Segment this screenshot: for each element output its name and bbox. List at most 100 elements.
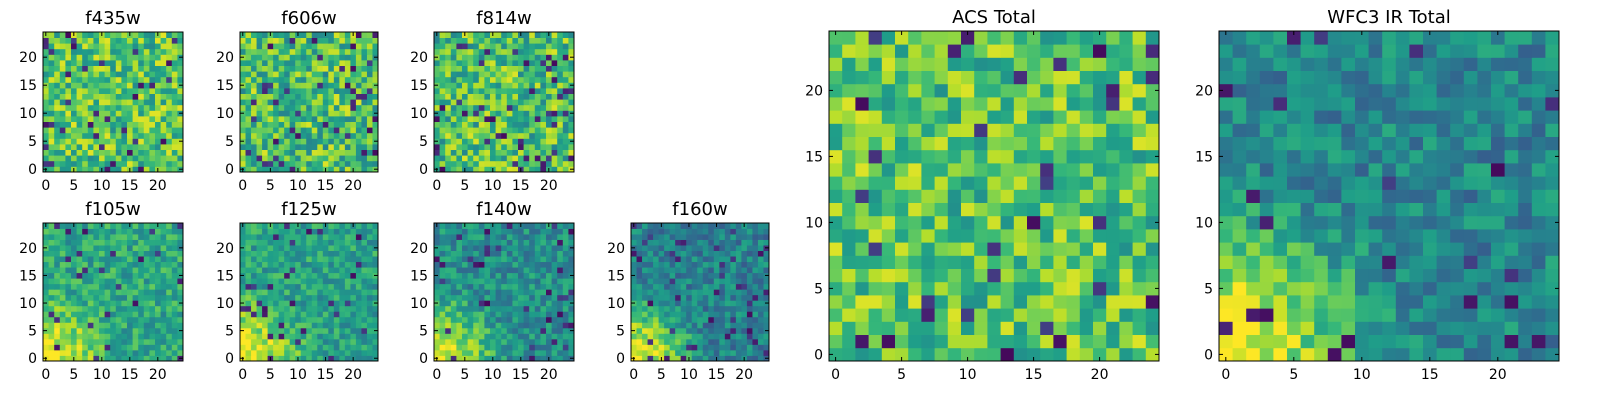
heatmap-cell [562,300,569,307]
heatmap-cell [177,99,184,106]
heatmap-cell [642,344,648,351]
heatmap-cell [328,166,335,173]
heatmap-cell [177,322,184,329]
heatmap-cell [160,110,167,117]
x-tick-label: 20 [149,178,167,194]
heatmap-cell [344,294,351,301]
heatmap-cell [495,278,502,285]
heatmap-cell [82,344,89,351]
heatmap-cell [350,65,357,72]
heatmap-cell [155,256,161,263]
heatmap-cell [54,138,61,145]
x-tick-label: 0 [629,367,638,383]
heatmap-cell [289,327,296,334]
heatmap-cell [551,149,558,156]
heatmap-cell [99,300,105,307]
heatmap-cell [636,234,643,240]
heatmap-cell [669,344,676,351]
heatmap-cell [450,294,457,301]
heatmap-cell [501,234,508,240]
heatmap-cell [317,294,324,301]
heatmap-cell [462,76,468,83]
heatmap-cell [54,155,61,162]
heatmap-cell [289,239,296,246]
heatmap-cell [1053,295,1067,309]
heatmap-cell [256,311,263,318]
heatmap-cell [306,349,313,356]
heatmap-cell [636,283,643,290]
heatmap-cell [467,60,474,66]
heatmap-cell [1000,189,1015,203]
heatmap-cell [284,333,291,340]
heatmap-cell [99,311,105,318]
heatmap-cell [76,311,83,318]
heatmap-cell [361,160,368,167]
axes-frame [239,222,379,362]
heatmap-cell [54,316,61,323]
heatmap-cell [311,349,318,356]
heatmap-cell [473,294,480,301]
heatmap-cell [306,32,313,38]
heatmap-cell [557,322,564,329]
heatmap-cell [121,60,128,66]
heatmap-cell [65,155,72,162]
heatmap-cell [284,99,291,106]
heatmap-cell [132,104,139,111]
heatmap-cell [467,311,474,318]
heatmap-cell [501,272,508,279]
heatmap-cell [110,239,117,246]
heatmap-cell [1040,255,1054,269]
heatmap-cell [456,305,463,312]
heatmap-cell [93,127,100,134]
heatmap-cell [557,127,564,134]
heatmap-cell [355,223,362,229]
heatmap-cell [87,355,94,362]
heatmap-cell [166,127,173,134]
heatmap-cell [746,311,753,318]
heatmap-cell [719,344,726,351]
heatmap-cell [295,283,302,290]
heatmap-cell [724,322,731,329]
heatmap-cell [534,289,541,296]
heatmap-cell [339,305,346,312]
heatmap-cell [284,43,291,50]
heatmap-cell [355,311,362,318]
heatmap-cell [881,202,896,217]
heatmap-cell [529,228,536,235]
x-tick-label: 5 [69,367,78,383]
heatmap-cell [149,127,156,134]
heatmap-cell [240,283,246,290]
heatmap-cell [484,322,491,329]
heatmap-cell [456,65,463,72]
heatmap-cell [48,272,55,279]
heatmap-cell [512,245,519,251]
heatmap-cell [251,93,257,100]
heatmap-cell [540,234,547,240]
heatmap-cell [686,272,693,279]
heatmap-cell [104,228,111,235]
heatmap-cell [115,166,122,173]
heatmap-cell [311,278,318,285]
heatmap-cell [631,289,637,296]
heatmap-cell [490,76,496,83]
heatmap-cell [551,160,558,167]
x-tick-label: 15 [317,178,335,194]
heatmap-cell [501,88,508,94]
heatmap-cell [1106,308,1120,322]
heatmap-cell [1013,347,1028,362]
heatmap-cell [680,250,687,257]
heatmap-cell [1106,334,1120,349]
heatmap-cell [495,316,502,323]
heatmap-cell [171,127,178,134]
heatmap-cell [93,71,100,78]
heatmap-cell [115,322,122,329]
heatmap-cell [278,256,285,263]
heatmap-cell [456,294,463,301]
heatmap-cell [110,144,117,150]
heatmap-cell [484,261,491,268]
heatmap-cell [54,272,61,279]
heatmap-cell [686,283,693,290]
heatmap-cell [284,294,291,301]
heatmap-cell [300,289,307,296]
heatmap-cell [143,234,150,240]
